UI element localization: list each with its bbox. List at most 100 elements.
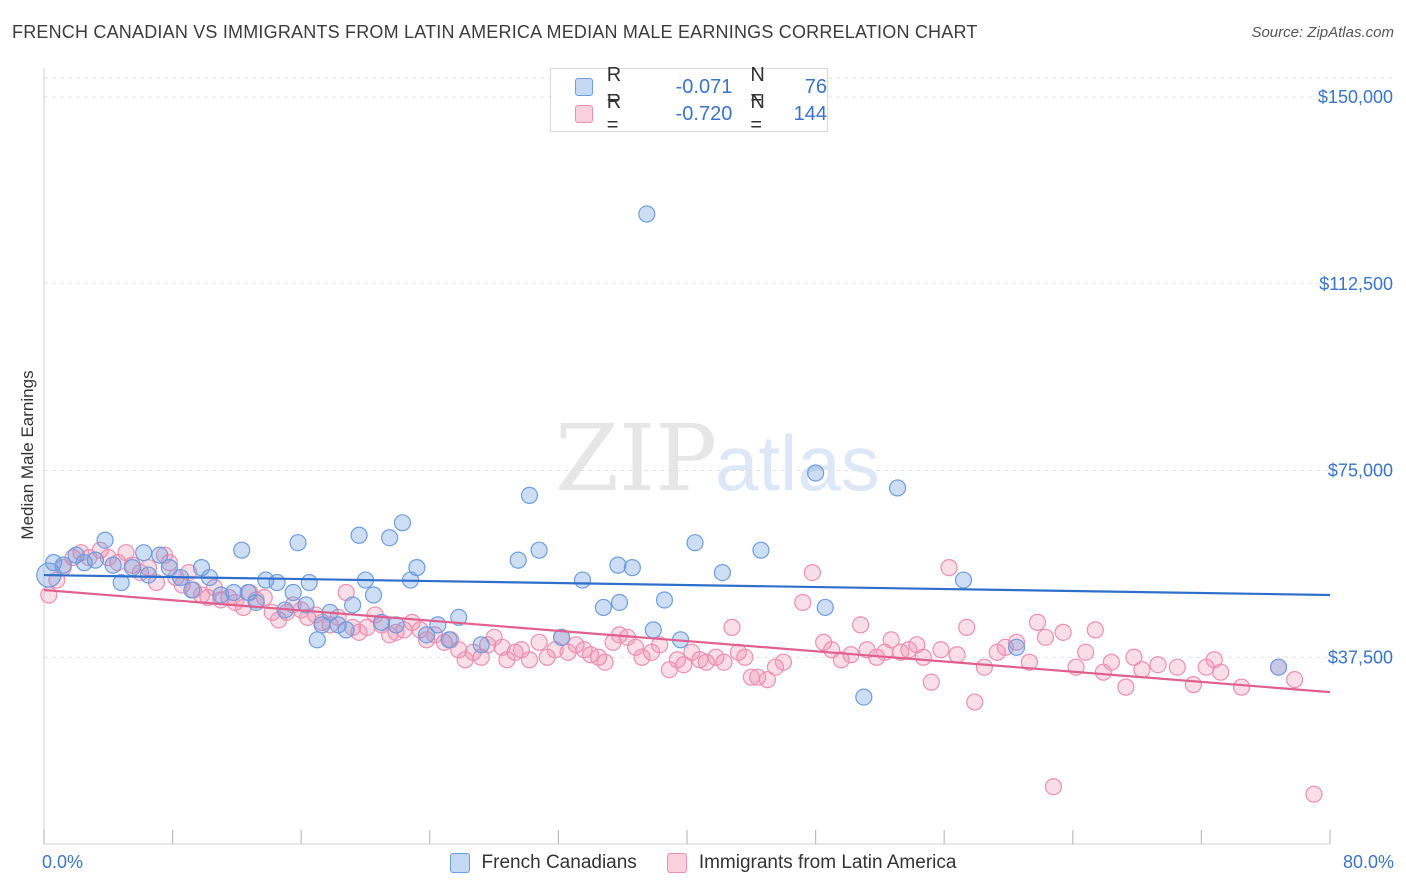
latin-america-point: [758, 671, 776, 689]
french-canadian-point: [86, 551, 105, 569]
french-canadian-point: [300, 573, 318, 592]
latin-america-point: [1125, 648, 1143, 666]
series-legend-label: French Canadians: [481, 852, 637, 873]
correlation-legend: R = -0.071 N = 76 R = -0.720 N = 144: [550, 64, 828, 136]
french-canadian-point: [638, 205, 656, 223]
latin-america-point: [794, 593, 812, 612]
latin-america-point: [1086, 621, 1104, 639]
latin-america-point: [675, 656, 693, 674]
legend-r-value: -0.071: [675, 75, 733, 98]
legend-n-label: N =: [750, 64, 765, 109]
latin-america-point: [651, 636, 669, 654]
x-min-label: 0.0%: [42, 852, 84, 872]
latin-america-point: [958, 618, 976, 636]
latin-america-point: [1168, 658, 1186, 676]
french-canadian-point: [104, 556, 122, 574]
french-canadian-point: [855, 688, 873, 706]
latin-america-point: [932, 641, 950, 659]
latin-america-point: [633, 648, 651, 666]
french-canadian-point: [610, 593, 629, 612]
latin-america-point: [1305, 785, 1323, 803]
latin-america-point: [1286, 671, 1304, 689]
latin-america-point: [1117, 678, 1135, 696]
french-canadian-point: [888, 479, 907, 497]
latin-america-point: [852, 616, 870, 634]
latin-america-point: [975, 658, 993, 676]
french-canadian-point: [337, 621, 355, 639]
axes: [43, 68, 1331, 845]
french-canadian-point: [644, 621, 662, 639]
legend-swatch-pink: [575, 105, 593, 123]
french-canadian-point: [183, 581, 201, 599]
latin-america-trend-line: [43, 588, 1331, 694]
latin-america-point: [1102, 653, 1120, 671]
french-canadian-point: [123, 559, 142, 577]
watermark-zip: ZIP: [555, 405, 717, 512]
latin-america-point: [1232, 678, 1251, 696]
french-canadian-point: [139, 566, 158, 584]
latin-america-point: [882, 631, 900, 649]
latin-america-point: [715, 653, 733, 671]
trend-lines: [43, 573, 1331, 694]
latin-america-point: [1212, 663, 1230, 681]
source-label: Source: ZipAtlas.com: [1251, 24, 1394, 41]
latin-america-point: [1054, 623, 1072, 641]
latin-america-point: [530, 633, 548, 651]
latin-america-point: [914, 648, 932, 666]
french-canadian-point: [1007, 638, 1026, 656]
french-canadian-point: [713, 563, 731, 582]
french-canadian-point: [75, 554, 93, 572]
latin-america-point: [1028, 613, 1047, 631]
latin-america-point: [940, 559, 958, 577]
french-canadian-point: [45, 554, 63, 572]
french-canadian-point: [54, 556, 72, 574]
series-legend-label: Immigrants from Latin America: [698, 852, 957, 873]
french-canadian-point: [450, 608, 468, 627]
french-canadian-point: [350, 526, 368, 544]
chart-title: FRENCH CANADIAN VS IMMIGRANTS FROM LATIN…: [12, 22, 978, 42]
french-canadian-point: [520, 486, 539, 504]
french-canadian-point: [1269, 658, 1288, 676]
legend-r-value: -0.720: [675, 102, 733, 125]
french-canadian-point: [623, 559, 641, 577]
latin-america-point: [723, 618, 741, 636]
latin-america-point: [199, 588, 217, 607]
y-tick-label: $37,500: [1328, 647, 1393, 667]
legend-row-latin-america: R = -0.720 N = 144: [575, 91, 827, 136]
latin-america-point: [1007, 633, 1026, 651]
data-points: [36, 205, 1323, 803]
french-canadian-point: [816, 598, 834, 617]
french-canadian-point: [530, 541, 548, 559]
y-tick-label: $112,500: [1319, 274, 1393, 294]
series-legend: French Canadians Immigrants from Latin A…: [0, 852, 1406, 874]
french-canadian-point: [344, 596, 362, 614]
french-canadian-point: [297, 596, 315, 614]
french-canadian-trend-line: [43, 573, 1331, 597]
french-canadian-point: [257, 571, 275, 589]
legend-n-value: 76: [804, 75, 827, 98]
series-legend-latin-america: Immigrants from Latin America: [666, 852, 957, 874]
series-legend-french-canadians: French Canadians: [449, 852, 637, 874]
french-canadian-point: [553, 628, 571, 646]
latin-america-point: [922, 673, 940, 691]
series-swatch-pink: [666, 853, 687, 873]
y-tick-label: $75,000: [1328, 461, 1393, 481]
latin-america-point: [1036, 628, 1055, 646]
latin-america-point: [948, 646, 966, 664]
french-canadian-point: [96, 531, 114, 549]
french-canadian-point: [609, 556, 627, 574]
latin-america-point: [736, 648, 754, 666]
latin-america-point: [1077, 643, 1095, 661]
latin-america-point: [749, 668, 767, 686]
french-canadian-point: [440, 631, 458, 649]
french-canadian-point: [509, 551, 527, 569]
latin-america-point: [832, 651, 850, 669]
series-swatch-blue: [449, 853, 470, 873]
french-canadian-point: [655, 591, 674, 609]
latin-america-point: [626, 638, 645, 656]
latin-america-point: [596, 653, 614, 671]
french-canadian-point: [806, 464, 825, 482]
french-canadian-point: [594, 598, 613, 617]
french-canadian-point: [752, 541, 770, 559]
french-canadian-point: [954, 571, 973, 589]
